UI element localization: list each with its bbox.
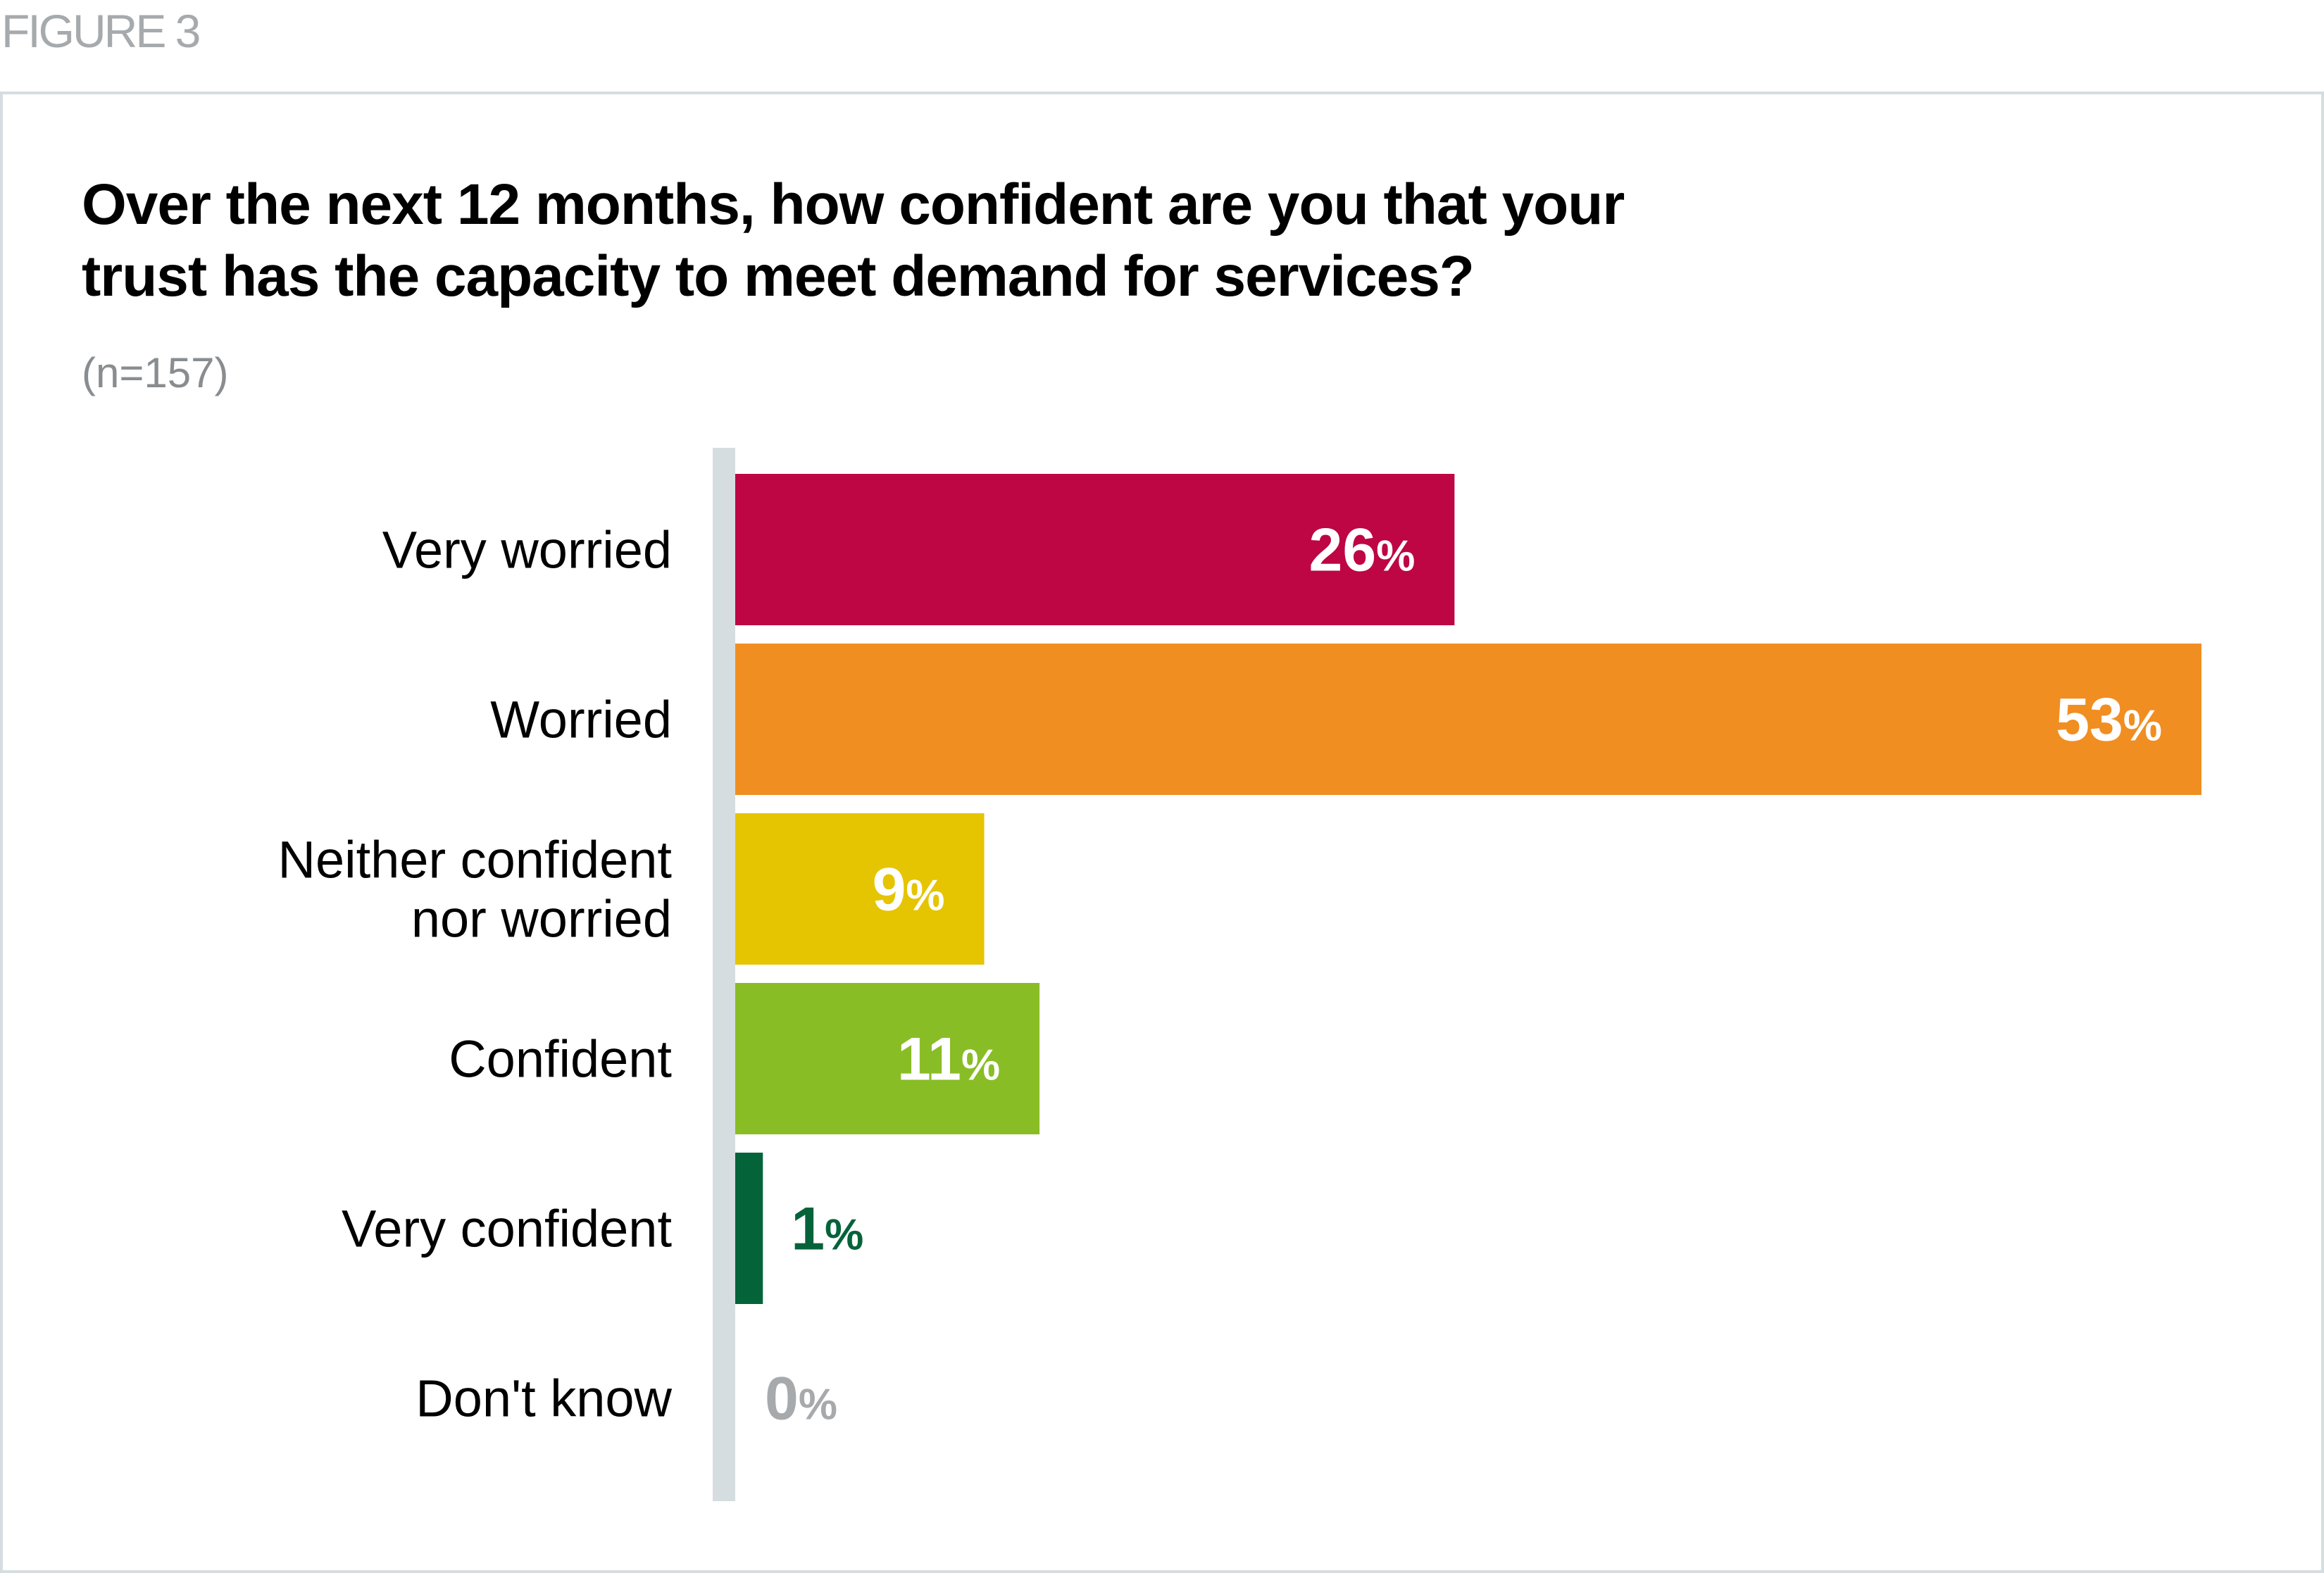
value-number: 0 — [765, 1365, 799, 1433]
category-label-line: Very confident — [342, 1200, 672, 1258]
category-label: Very confident — [342, 1200, 672, 1258]
value-label: 53% — [2056, 687, 2162, 754]
value-label: 1% — [791, 1196, 863, 1263]
category-label: Very worried — [382, 521, 672, 579]
bar-very-worried — [735, 474, 1455, 625]
chart-title-line-1: Over the next 12 months, how confident a… — [82, 173, 1625, 237]
category-axis-line — [713, 448, 735, 1501]
value-percent-sign: % — [2123, 702, 2162, 751]
category-label-line: nor worried — [411, 890, 672, 948]
chart-title: Over the next 12 months, how confident a… — [82, 169, 1913, 313]
value-percent-sign: % — [825, 1211, 863, 1260]
category-label-line: Confident — [449, 1030, 672, 1089]
value-percent-sign: % — [1376, 532, 1415, 581]
value-percent-sign: % — [799, 1381, 837, 1429]
figure-label: FIGURE 3 — [1, 5, 201, 57]
value-label: 26% — [1309, 517, 1416, 584]
category-label: Don't know — [416, 1370, 672, 1428]
value-number: 26 — [1309, 517, 1377, 584]
value-label: 0% — [765, 1365, 837, 1433]
category-label-line: Very worried — [382, 521, 672, 579]
value-number: 9 — [873, 856, 906, 924]
category-label: Neither confident nor worried — [278, 831, 673, 948]
bar-confident — [735, 983, 1040, 1134]
chart-frame — [0, 92, 2324, 1573]
bar-worried — [735, 644, 2201, 795]
bar-very-confident — [735, 1153, 763, 1304]
category-label-line: Don't know — [416, 1370, 672, 1428]
category-label: Worried — [490, 691, 672, 749]
value-number: 11 — [897, 1026, 961, 1093]
sample-size: (n=157) — [82, 349, 229, 396]
value-number: 1 — [791, 1196, 825, 1263]
value-number: 53 — [2056, 687, 2123, 754]
value-percent-sign: % — [906, 872, 944, 920]
category-label-line: Neither confident — [278, 831, 673, 889]
chart-title-line-2: trust has the capacity to meet demand fo… — [82, 244, 1475, 308]
value-label: 9% — [873, 856, 945, 924]
bar-neither-confident-nor-worried — [735, 813, 985, 965]
category-label-line: Worried — [490, 691, 672, 749]
value-label: 11% — [897, 1026, 1000, 1093]
category-label: Confident — [449, 1030, 672, 1089]
value-percent-sign: % — [961, 1041, 1000, 1090]
